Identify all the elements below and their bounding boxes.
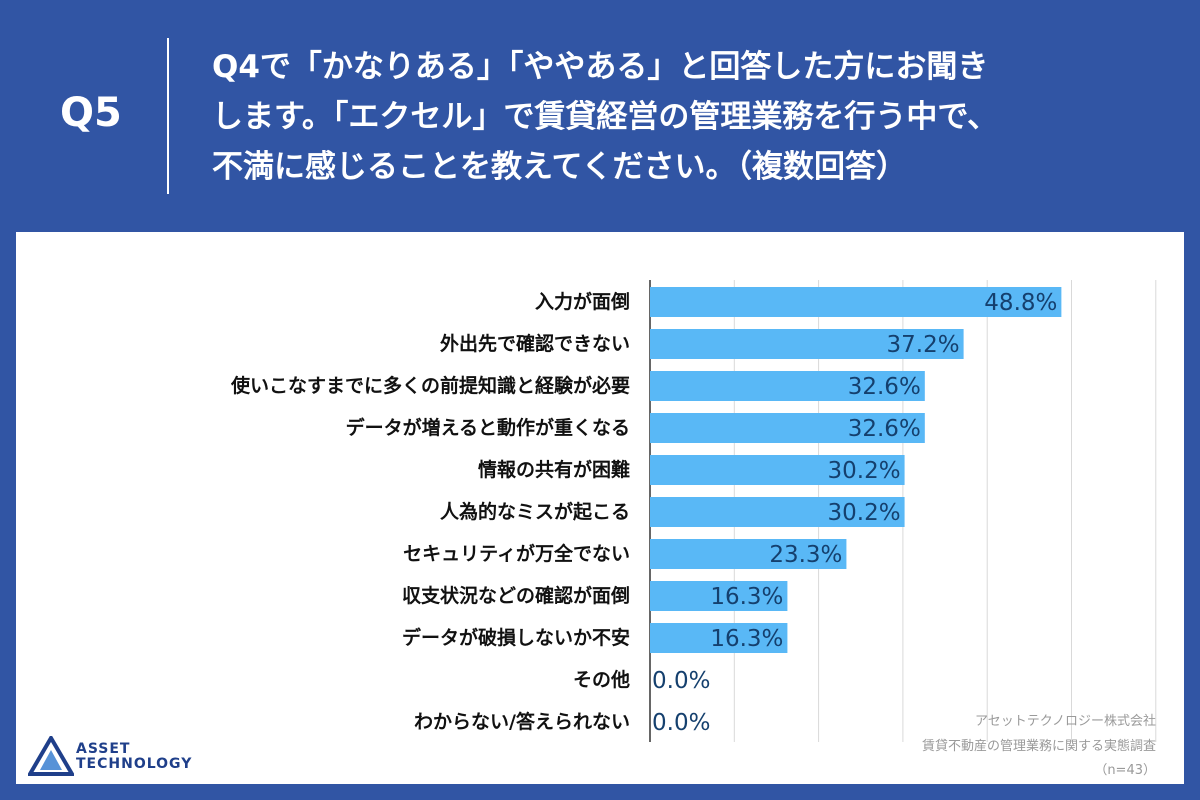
bar-value-label: 37.2% xyxy=(887,332,960,358)
question-text: Q4で「かなりある」「ややある」と回答した方にお聞き します。「エクセル」で賃貸… xyxy=(212,42,1172,192)
bar xyxy=(650,539,847,569)
category-label: 人為的なミスが起こる xyxy=(439,501,630,523)
bar xyxy=(650,455,905,485)
category-label: 情報の共有が困難 xyxy=(477,459,630,481)
bar xyxy=(650,497,905,527)
question-number: Q5 xyxy=(60,90,122,136)
category-label: 使いこなすまでに多くの前提知識と経験が必要 xyxy=(230,375,630,397)
bar xyxy=(650,329,964,359)
question-line-2: します。「エクセル」で賃貸経営の管理業務を行う中で、 xyxy=(212,99,999,135)
source-company: アセットテクノロジー株式会社 xyxy=(975,714,1156,729)
bar xyxy=(650,371,925,401)
bar-value-label: 32.6% xyxy=(848,374,921,400)
question-line-3: 不満に感じることを教えてください。（複数回答） xyxy=(212,149,908,185)
category-label: セキュリティが万全でない xyxy=(403,543,630,565)
category-label: 入力が面倒 xyxy=(534,291,630,313)
category-label: 外出先で確認できない xyxy=(439,333,630,355)
bar-value-label: 48.8% xyxy=(984,290,1057,316)
bar xyxy=(650,413,925,443)
bar-value-label: 32.6% xyxy=(848,416,921,442)
bar xyxy=(650,581,788,611)
question-line-1: Q4で「かなりある」「ややある」と回答した方にお聞き xyxy=(212,49,989,85)
bar-value-label: 0.0% xyxy=(652,710,710,736)
bar-value-label: 30.2% xyxy=(828,458,901,484)
logo-line-1: ASSET xyxy=(76,741,131,757)
category-label: データが増えると動作が重くなる xyxy=(345,417,630,439)
category-label: データが破損しないか不安 xyxy=(401,627,630,649)
bar-value-label: 0.0% xyxy=(652,668,710,694)
bar-value-label: 23.3% xyxy=(769,542,842,568)
source-survey: 賃貸不動産の管理業務に関する実態調査 xyxy=(921,739,1156,754)
asset-technology-logo: ASSET TECHNOLOGY xyxy=(28,736,228,776)
category-label: その他 xyxy=(572,669,630,691)
chart-panel: 48.8% 37.2% 32.6% 32.6% 30.2% 30.2% 23.3% 16.3%… xyxy=(16,232,1184,784)
category-label: 収支状況などの確認が面倒 xyxy=(401,585,630,607)
header-divider xyxy=(167,38,169,194)
source-sample: （n=43） xyxy=(1094,763,1156,778)
bar xyxy=(650,287,1062,317)
bar-value-label: 16.3% xyxy=(710,584,783,610)
bar xyxy=(650,623,788,653)
category-label: わからない/答えられない xyxy=(414,711,630,733)
header: Q5 Q4で「かなりある」「ややある」と回答した方にお聞き します。「エクセル」… xyxy=(0,0,1200,232)
bar-chart: 48.8% 37.2% 32.6% 32.6% 30.2% 30.2% 23.3% 16.3%… xyxy=(649,280,1157,742)
logo-line-2: TECHNOLOGY xyxy=(76,756,193,772)
triangle-logo-icon xyxy=(28,736,74,776)
bar-value-label: 16.3% xyxy=(710,626,783,652)
bar-value-label: 30.2% xyxy=(828,500,901,526)
